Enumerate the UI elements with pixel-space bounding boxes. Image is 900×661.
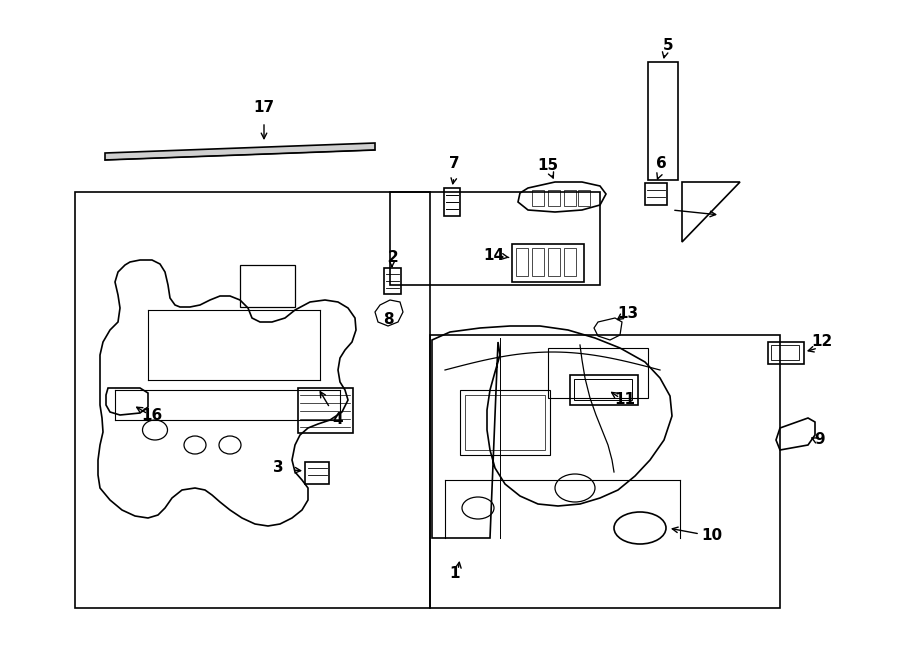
Text: 13: 13 [617, 305, 639, 321]
Bar [548, 190, 560, 206]
Bar [574, 379, 632, 400]
Text: 7: 7 [449, 155, 459, 171]
Text: 2: 2 [388, 251, 399, 266]
Bar [516, 248, 528, 276]
Bar [384, 268, 401, 294]
Text: 15: 15 [537, 157, 559, 173]
Bar [648, 62, 678, 180]
Bar [465, 395, 545, 450]
Bar [771, 345, 799, 360]
Text: 14: 14 [483, 247, 505, 262]
Bar [564, 190, 576, 206]
Text: 1: 1 [450, 566, 460, 580]
Bar [512, 244, 584, 282]
Text: 10: 10 [701, 527, 723, 543]
Text: 17: 17 [254, 100, 274, 116]
Bar [548, 348, 648, 398]
Bar [570, 375, 638, 405]
Text: 12: 12 [812, 334, 833, 350]
Text: 16: 16 [141, 407, 163, 422]
Bar [240, 265, 295, 307]
Bar [645, 183, 667, 205]
Bar [532, 190, 544, 206]
Text: 4: 4 [333, 412, 343, 428]
Bar [548, 248, 560, 276]
Polygon shape [105, 143, 375, 160]
Bar [298, 388, 353, 433]
Bar [390, 192, 600, 285]
Bar [564, 248, 576, 276]
Bar [430, 335, 780, 608]
Text: 8: 8 [382, 313, 393, 327]
Text: 3: 3 [273, 461, 284, 475]
Text: 5: 5 [662, 38, 673, 52]
Bar [305, 462, 329, 484]
Bar [460, 390, 550, 455]
Bar [75, 192, 430, 608]
Text: 9: 9 [814, 432, 825, 447]
Bar [768, 342, 804, 364]
Text: 11: 11 [615, 393, 635, 407]
Text: 6: 6 [655, 155, 666, 171]
Bar [444, 188, 460, 216]
Bar [532, 248, 544, 276]
Bar [578, 190, 590, 206]
